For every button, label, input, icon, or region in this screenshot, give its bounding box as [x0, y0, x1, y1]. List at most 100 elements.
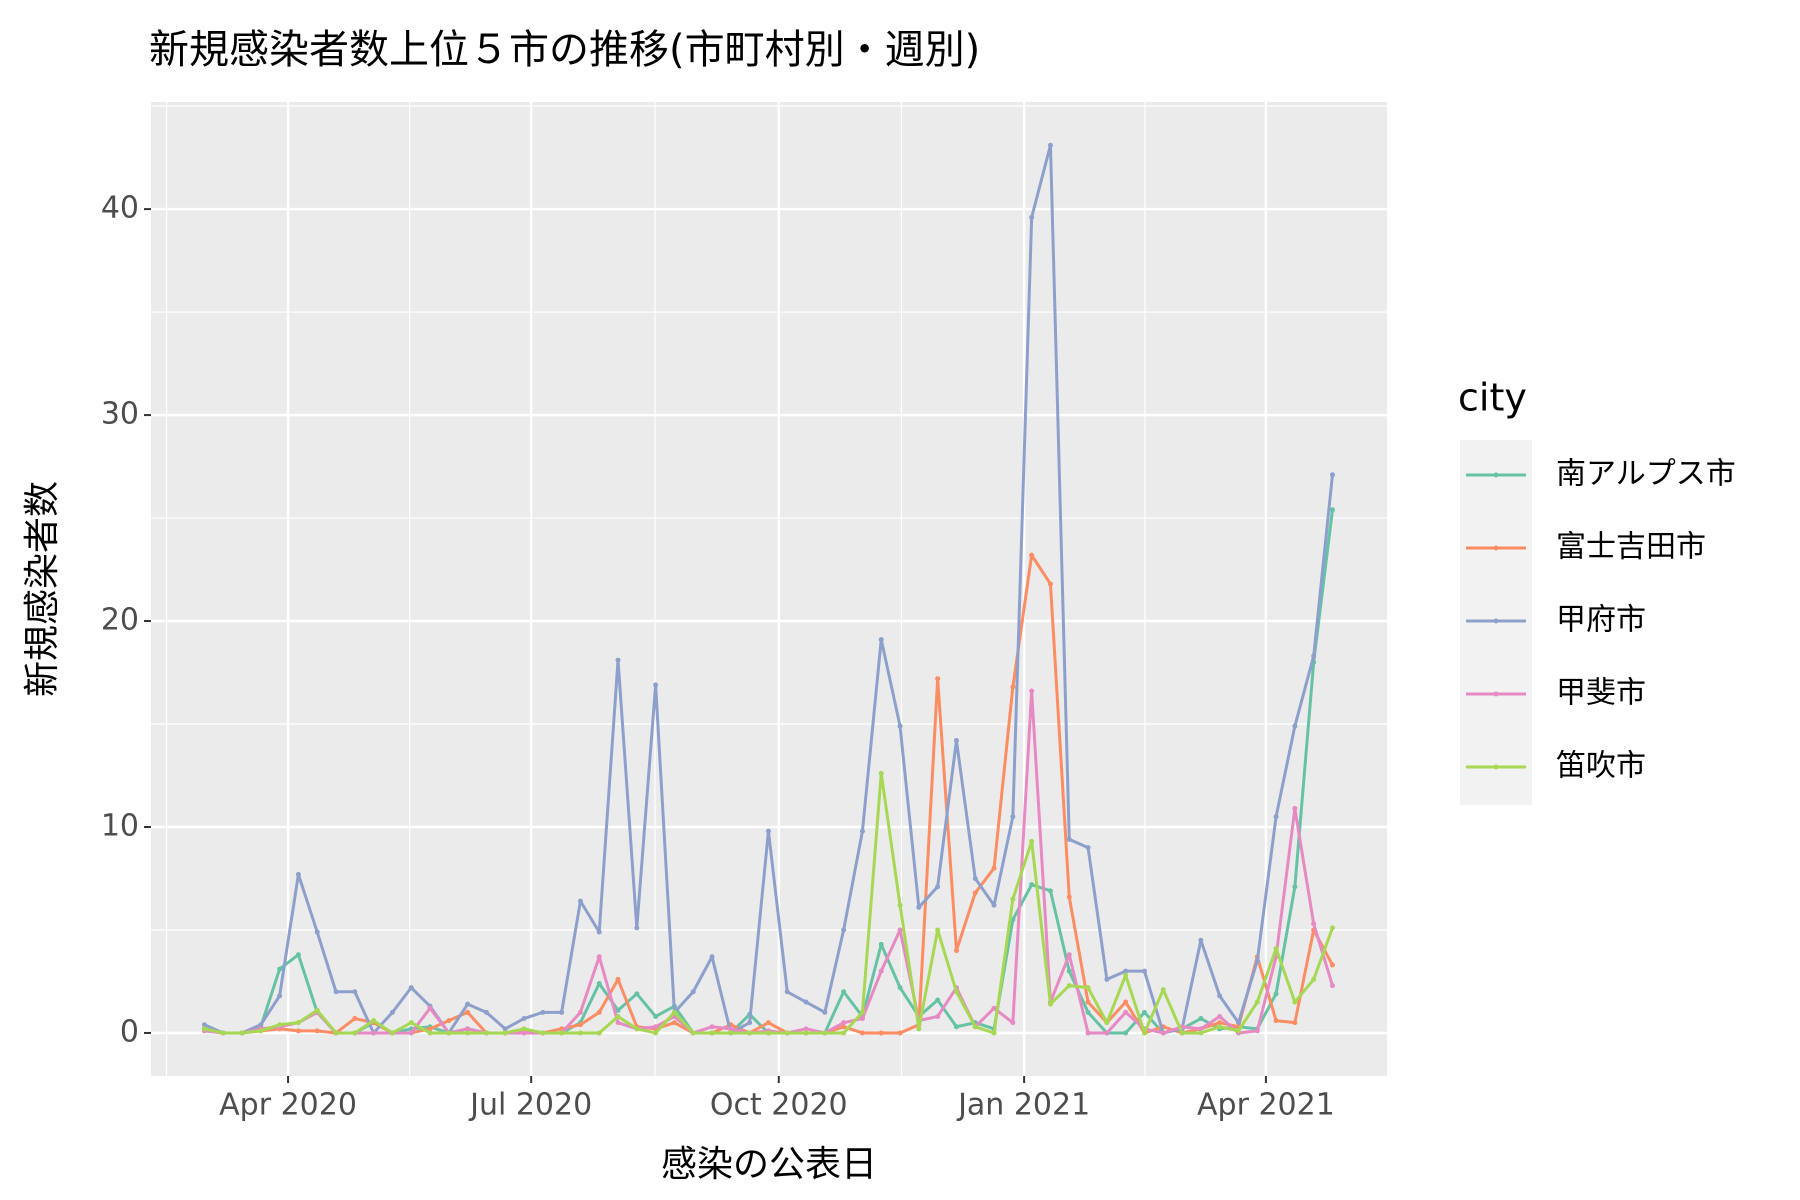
data-point [615, 1013, 621, 1019]
data-point [277, 1022, 283, 1028]
data-point [953, 1024, 959, 1030]
data-point [352, 1030, 358, 1036]
data-point [1311, 653, 1317, 659]
data-point [1066, 836, 1072, 842]
data-point [295, 952, 301, 958]
data-point [1029, 882, 1035, 888]
data-point [615, 1020, 621, 1026]
data-point [1085, 845, 1091, 851]
legend-key-point [1493, 691, 1499, 697]
data-point [1292, 723, 1298, 729]
data-point [972, 890, 978, 896]
data-point [577, 1022, 583, 1028]
legend-label: 甲府市 [1556, 603, 1646, 638]
data-point [540, 1009, 546, 1015]
data-point [408, 1030, 414, 1036]
data-point [577, 898, 583, 904]
data-point [634, 925, 640, 931]
legend-key-point [1493, 545, 1499, 551]
data-point [671, 1009, 677, 1015]
data-point [559, 1009, 565, 1015]
data-point [333, 989, 339, 995]
data-point [371, 1030, 377, 1036]
data-point [1123, 999, 1129, 1005]
data-point [1047, 142, 1053, 148]
data-point [784, 989, 790, 995]
data-point [1141, 1030, 1147, 1036]
data-point [991, 902, 997, 908]
data-point [878, 637, 884, 643]
data-point [634, 991, 640, 997]
data-point [352, 1016, 358, 1022]
data-point [596, 954, 602, 960]
data-point [1010, 896, 1016, 902]
data-point [728, 1030, 734, 1036]
legend-key-point [1493, 472, 1499, 478]
data-point [408, 985, 414, 991]
legend-key-point [1493, 764, 1499, 770]
data-point [502, 1026, 508, 1032]
data-point [935, 997, 941, 1003]
data-point [878, 770, 884, 776]
data-point [352, 989, 358, 995]
data-point [897, 902, 903, 908]
data-point [859, 828, 865, 834]
data-point [1329, 472, 1335, 478]
data-point [1329, 507, 1335, 513]
data-point [972, 875, 978, 881]
data-point [841, 1024, 847, 1030]
data-point [878, 1030, 884, 1036]
data-point [1217, 993, 1223, 999]
data-point [314, 929, 320, 935]
data-point [935, 1013, 941, 1019]
data-point [502, 1030, 508, 1036]
data-point [1273, 1018, 1279, 1024]
legend-label: 南アルプス市 [1556, 457, 1736, 492]
data-point [427, 1026, 433, 1032]
data-point [1066, 983, 1072, 989]
data-point [1273, 946, 1279, 952]
data-point [1292, 805, 1298, 811]
data-point [897, 985, 903, 991]
data-point [1141, 1009, 1147, 1015]
data-point [1029, 552, 1035, 558]
data-point [1329, 983, 1335, 989]
data-point [897, 927, 903, 933]
data-point [897, 1030, 903, 1036]
data-point [389, 1030, 395, 1036]
data-point [483, 1009, 489, 1015]
data-point [1085, 1009, 1091, 1015]
data-point [991, 865, 997, 871]
data-point [634, 1026, 640, 1032]
data-point [446, 1030, 452, 1036]
data-point [1010, 684, 1016, 690]
y-tick-label: 20 [101, 603, 139, 638]
data-point [277, 993, 283, 999]
data-point [935, 927, 941, 933]
data-point [822, 1009, 828, 1015]
data-point [1217, 1024, 1223, 1030]
x-axis-label: 感染の公表日 [661, 1144, 877, 1185]
data-point [615, 976, 621, 982]
data-point [916, 1026, 922, 1032]
data-point [1047, 888, 1053, 894]
data-point [784, 1030, 790, 1036]
data-point [765, 828, 771, 834]
data-point [1029, 688, 1035, 694]
data-point [1123, 972, 1129, 978]
data-point [1123, 1009, 1129, 1015]
data-point [1198, 1030, 1204, 1036]
data-point [859, 1009, 865, 1015]
data-point [1292, 884, 1298, 890]
data-point [1010, 814, 1016, 820]
x-tick-label: Apr 2021 [1197, 1088, 1335, 1123]
data-point [1311, 921, 1317, 927]
data-point [465, 1009, 471, 1015]
data-point [389, 1009, 395, 1015]
data-point [258, 1022, 264, 1028]
data-point [314, 1007, 320, 1013]
data-point [1254, 999, 1260, 1005]
data-point [465, 1030, 471, 1036]
data-point [841, 1020, 847, 1026]
data-point [1235, 1028, 1241, 1034]
